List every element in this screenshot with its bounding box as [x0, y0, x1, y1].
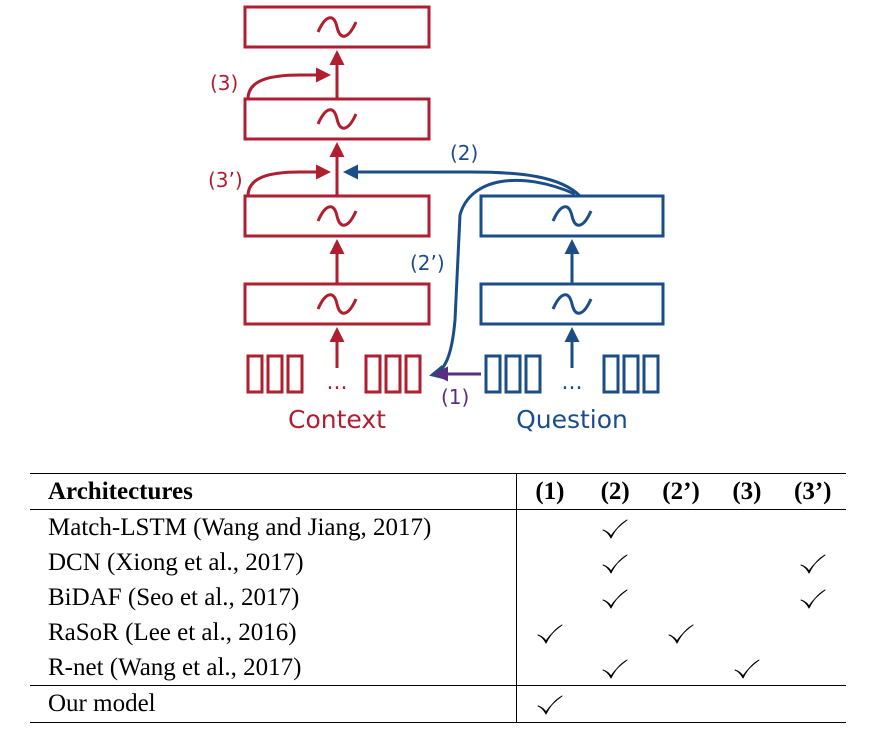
- architecture-name: Match-LSTM (Wang and Jiang, 2017): [30, 509, 518, 545]
- header-col-3: (3): [714, 473, 780, 510]
- mark-cell: [714, 615, 779, 650]
- check-icon: [734, 659, 760, 679]
- table-row: DCN (Xiong et al., 2017): [30, 545, 846, 580]
- context-layer-1: [243, 282, 431, 326]
- architecture-name: BiDAF (Seo et al., 2017): [30, 580, 518, 615]
- architecture-diagram: ... ... Context Question (3) (3’) (2) (2…: [208, 5, 665, 434]
- question-label: Question: [516, 405, 628, 434]
- mark-cell: [583, 510, 648, 546]
- table-row: RaSoR (Lee et al., 2016): [30, 615, 846, 650]
- mark-cell: [648, 545, 714, 580]
- mark-cell: [517, 615, 583, 650]
- check-icon: [668, 624, 694, 644]
- architecture-name: R-net (Wang et al., 2017): [30, 650, 518, 686]
- header-col-2: (2): [582, 473, 648, 510]
- architecture-comparison-table: Architectures (1) (2) (2’) (3) (3’) Matc…: [30, 473, 846, 723]
- mark-cell: [648, 650, 714, 686]
- mark-cell: [780, 650, 846, 686]
- context-layer-3: [243, 97, 431, 141]
- table-header-row: Architectures (1) (2) (2’) (3) (3’): [30, 473, 846, 510]
- table-row: BiDAF (Seo et al., 2017): [30, 580, 846, 615]
- check-icon: [800, 589, 826, 609]
- header-col-3p: (3’): [779, 473, 846, 510]
- mark-cell: [583, 650, 648, 686]
- mark-cell: [516, 685, 583, 723]
- mark-cell: [780, 615, 846, 650]
- edge-label-3p: (3’): [208, 168, 243, 192]
- skip-connection-3: [246, 67, 331, 100]
- mark-cell: [517, 580, 583, 615]
- mark-cell: [779, 685, 846, 723]
- check-icon: [537, 624, 563, 644]
- context-layer-4: [243, 5, 431, 49]
- edge-label-2: (2): [450, 141, 478, 165]
- mark-cell: [780, 510, 846, 546]
- header-col-2p: (2’): [647, 473, 715, 510]
- architecture-name: Our model: [30, 685, 518, 723]
- our-model-row: Our model: [30, 685, 846, 723]
- mark-cell: [714, 650, 779, 686]
- question-layer-2: [479, 194, 665, 238]
- check-icon: [602, 589, 628, 609]
- mark-cell: [780, 545, 846, 580]
- check-icon: [602, 554, 628, 574]
- attention-arrow-2: [343, 164, 582, 198]
- skip-connection-3p: [246, 164, 331, 197]
- context-ellipsis: ...: [327, 370, 348, 395]
- mark-cell: [583, 615, 648, 650]
- question-ellipsis: ...: [562, 370, 583, 395]
- table-row: R-net (Wang et al., 2017): [30, 650, 846, 686]
- check-icon: [602, 659, 628, 679]
- mark-cell: [648, 510, 714, 546]
- header-col-1: (1): [516, 473, 583, 510]
- mark-cell: [583, 580, 648, 615]
- table-row: Match-LSTM (Wang and Jiang, 2017): [30, 509, 846, 546]
- context-label: Context: [288, 405, 386, 434]
- mark-cell: [714, 685, 780, 723]
- mark-cell: [582, 685, 648, 723]
- mark-cell: [714, 545, 779, 580]
- mark-cell: [714, 580, 779, 615]
- context-layer-2: [243, 194, 431, 238]
- context-embeddings: [246, 354, 422, 394]
- edge-label-3: (3): [210, 71, 238, 95]
- mark-cell: [517, 650, 583, 686]
- check-icon: [602, 519, 628, 539]
- mark-cell: [647, 685, 715, 723]
- question-layer-1: [479, 282, 665, 326]
- mark-cell: [714, 510, 779, 546]
- check-icon: [537, 695, 563, 715]
- architecture-name: RaSoR (Lee et al., 2016): [30, 615, 518, 650]
- edge-label-1: (1): [441, 385, 469, 409]
- question-embeddings: [484, 354, 660, 394]
- architecture-name: DCN (Xiong et al., 2017): [30, 545, 518, 580]
- mark-cell: [583, 545, 648, 580]
- mark-cell: [517, 545, 583, 580]
- mark-cell: [517, 510, 583, 546]
- mark-cell: [648, 580, 714, 615]
- check-icon: [800, 554, 826, 574]
- header-architectures: Architectures: [30, 473, 518, 510]
- attention-arrow-2p: [429, 178, 576, 380]
- mark-cell: [648, 615, 714, 650]
- mark-cell: [780, 580, 846, 615]
- edge-label-2p: (2’): [410, 251, 445, 275]
